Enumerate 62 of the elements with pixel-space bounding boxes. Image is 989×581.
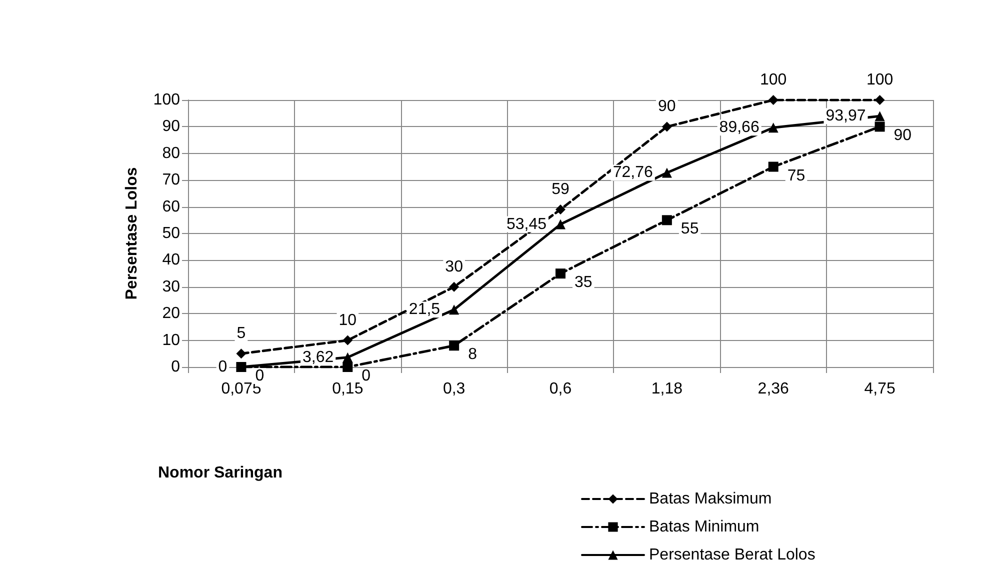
y-tick-label: 50 xyxy=(162,225,180,242)
y-axis-title: Persentase Lolos xyxy=(124,167,140,300)
data-label: 30 xyxy=(445,258,464,276)
point xyxy=(556,219,566,230)
y-tick-label: 20 xyxy=(162,305,180,322)
data-label: 75 xyxy=(787,167,806,184)
point xyxy=(874,95,885,105)
point xyxy=(236,348,246,359)
legend-label: Persentase Berat Lolos xyxy=(649,546,816,564)
data-label: 0 xyxy=(362,368,371,384)
legend-label: Batas Minimum xyxy=(649,518,760,536)
y-tick-label: 100 xyxy=(153,92,180,108)
data-label: 53,45 xyxy=(506,216,547,233)
y-tick-label: 10 xyxy=(162,332,180,349)
x-axis-title: Nomor Saringan xyxy=(158,464,282,482)
data-label: 72,76 xyxy=(612,164,654,182)
data-label: 93,97 xyxy=(826,108,866,125)
point xyxy=(874,111,885,122)
point xyxy=(768,95,778,105)
data-label: 100 xyxy=(866,72,894,88)
point xyxy=(342,335,353,346)
data-label: 0 xyxy=(255,368,264,384)
data-label: 8 xyxy=(468,346,478,364)
y-tick-label: 60 xyxy=(162,198,180,216)
data-label: 0 xyxy=(218,358,228,376)
point xyxy=(449,340,460,351)
x-tick-label: 1,18 xyxy=(651,380,683,398)
data-label: 21,5 xyxy=(408,301,440,318)
data-label: 90 xyxy=(658,98,676,116)
data-label: 89,66 xyxy=(719,119,760,136)
point xyxy=(768,162,778,172)
point xyxy=(768,122,778,133)
y-tick-label: 70 xyxy=(162,172,180,189)
point xyxy=(449,304,460,315)
x-tick-label: 2,36 xyxy=(758,380,790,398)
point xyxy=(874,122,885,132)
legend-label: Batas Maksimum xyxy=(649,490,772,508)
point xyxy=(342,362,353,372)
x-tick-label: 4,75 xyxy=(864,380,896,398)
x-tick-label: 0,6 xyxy=(549,380,572,398)
point xyxy=(662,168,672,178)
x-tick-label: 0,15 xyxy=(332,380,364,398)
point xyxy=(556,204,566,214)
data-label: 3,62 xyxy=(302,348,334,366)
y-tick-label: 90 xyxy=(162,118,180,136)
point xyxy=(342,352,353,362)
data-label: 10 xyxy=(338,312,357,329)
data-label: 5 xyxy=(236,325,246,342)
y-tick-label: 80 xyxy=(162,144,180,162)
data-label: 59 xyxy=(552,180,570,198)
y-tick-label: 30 xyxy=(162,278,180,296)
data-label: 35 xyxy=(574,274,592,292)
point xyxy=(662,122,672,132)
point xyxy=(449,282,460,292)
point xyxy=(662,215,672,226)
point xyxy=(556,268,566,279)
data-label: 55 xyxy=(680,220,699,238)
data-label: 100 xyxy=(760,72,787,88)
y-tick-label: 40 xyxy=(162,252,180,269)
data-label: 90 xyxy=(894,127,912,144)
y-tick-label: 0 xyxy=(171,358,180,376)
x-tick-label: 0,3 xyxy=(442,380,466,398)
